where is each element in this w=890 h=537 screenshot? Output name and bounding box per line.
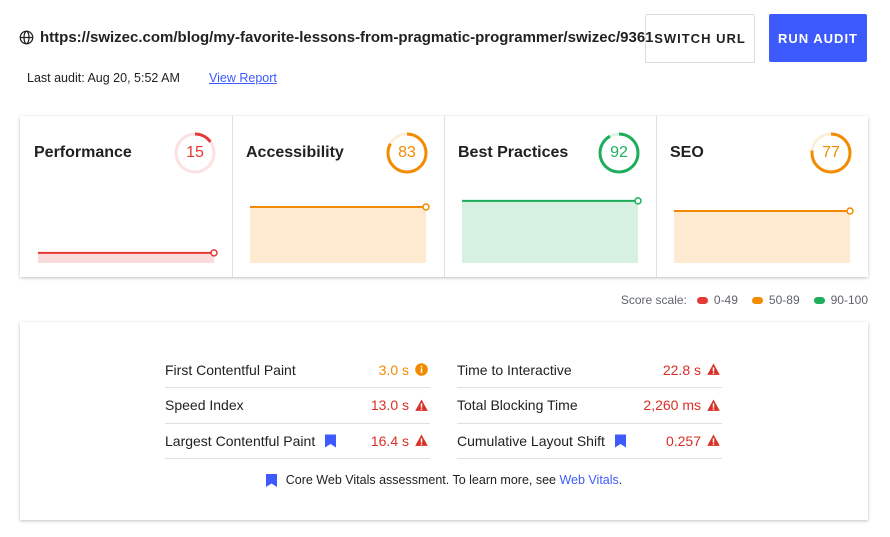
icon-glyph [420, 438, 423, 443]
scale-swatch [751, 296, 763, 304]
score-card: SEO 77 [656, 116, 868, 277]
icon-glyph [712, 438, 715, 443]
metric-label: Time to Interactive [457, 361, 572, 378]
footer-end: . [618, 473, 623, 487]
url: https://swizec.com/blog/my-favorite-less… [40, 29, 654, 46]
scale-swatch [696, 296, 708, 304]
metric-row: Cumulative Layout Shift 0.257 [457, 423, 722, 459]
metric-value: 13.0 s [370, 397, 409, 413]
score-card: Performance 15 [20, 116, 233, 277]
bookmark-icon [265, 473, 277, 487]
score-value: 92 [610, 144, 628, 161]
score-gauge [810, 132, 852, 174]
score-cards: Performance 15 Accessibility 83 Best Practic… [20, 116, 868, 277]
scale-range: 0-49 [713, 293, 738, 307]
scale-range: 90-100 [830, 293, 868, 307]
icon-glyph [712, 408, 715, 410]
metric-row: First Contentful Paint 3.0 s [165, 352, 430, 388]
score-area [38, 252, 214, 263]
score-area [250, 206, 426, 263]
metric-row: Total Blocking Time 2,260 ms [457, 388, 722, 424]
icon-glyph [420, 408, 423, 410]
score-value: 15 [186, 144, 204, 161]
icon-glyph [420, 443, 423, 445]
score-gauge [174, 132, 216, 174]
metric-value: 16.4 s [370, 432, 409, 449]
status-icon [415, 363, 428, 376]
gauge-arc [810, 132, 852, 174]
score-gauge [598, 132, 640, 174]
score-point [846, 207, 854, 215]
view-report-link[interactable]: View Report [209, 71, 277, 85]
card-title: Accessibility [246, 144, 344, 161]
status-icon [707, 399, 720, 411]
metric-row: Time to Interactive 22.8 s [457, 352, 722, 388]
icon-glyph [420, 368, 423, 373]
icon-glyph [420, 365, 423, 368]
metric-row: Largest Contentful Paint 16.4 s [165, 423, 430, 459]
metric-label: Speed Index [165, 397, 244, 413]
last-audit: Last audit: Aug 20, 5:52 AM [27, 71, 180, 85]
icon-glyph [712, 402, 715, 408]
score-area [674, 211, 850, 263]
score-scale: Score scale: 0-49 50-89 90-100 [621, 293, 868, 307]
score-history [250, 203, 430, 263]
card-title: Best Practices [458, 144, 569, 161]
metric-label: Largest Contentful Paint [165, 432, 316, 449]
score-point [634, 197, 642, 205]
gauge-arc [386, 132, 428, 174]
status-icon [415, 399, 428, 411]
metric-label: First Contentful Paint [165, 361, 296, 378]
status-icon [707, 434, 720, 446]
metric-value: 2,260 ms [643, 397, 701, 413]
score-point [422, 203, 430, 211]
status-icon [707, 363, 720, 375]
switch-url-button[interactable]: SWITCH URL [645, 14, 755, 63]
gauge-arc [598, 132, 640, 174]
core-web-vital-icon [325, 434, 337, 447]
score-card: Best Practices 92 [444, 116, 657, 277]
score-history [462, 197, 642, 263]
icon-glyph [712, 443, 715, 445]
web-vitals-link[interactable]: Web Vitals [559, 473, 619, 487]
metrics-panel: Core Web Vitals assessment. To learn mor… [20, 322, 868, 520]
score-history [38, 249, 218, 263]
footer: Core Web Vitals assessment. To learn mor… [20, 473, 868, 487]
score-point [210, 249, 218, 257]
card-title: Performance [34, 144, 132, 161]
bookmark-shape [614, 434, 626, 447]
scale-range: 50-89 [768, 293, 800, 307]
run-audit-button[interactable]: RUN AUDIT [769, 14, 867, 62]
score-value: 83 [398, 144, 416, 161]
metric-value: 0.257 [665, 432, 701, 449]
score-gauge [386, 132, 428, 174]
score-value: 77 [822, 144, 840, 161]
metric-value: 3.0 s [378, 361, 409, 378]
metric-label: Cumulative Layout Shift [457, 432, 605, 449]
icon-glyph [420, 402, 423, 408]
icon-glyph [712, 367, 715, 372]
footer-text: Core Web Vitals assessment. To learn mor… [285, 473, 556, 487]
core-web-vital-icon [614, 434, 626, 447]
score-scale-label: Score scale: [620, 293, 687, 307]
score-history [674, 207, 854, 263]
globe-icon [19, 30, 34, 45]
bookmark-shape [325, 434, 337, 447]
metric-value: 22.8 s [662, 361, 701, 378]
status-icon [415, 434, 428, 446]
score-card: Accessibility 83 [232, 116, 445, 277]
card-title: SEO [670, 144, 704, 161]
scale-swatch [813, 296, 825, 304]
score-area [462, 200, 638, 263]
icon-glyph [712, 372, 715, 374]
gauge-arc [174, 132, 216, 174]
metric-row: Speed Index 13.0 s [165, 388, 430, 424]
metric-label: Total Blocking Time [457, 397, 578, 413]
